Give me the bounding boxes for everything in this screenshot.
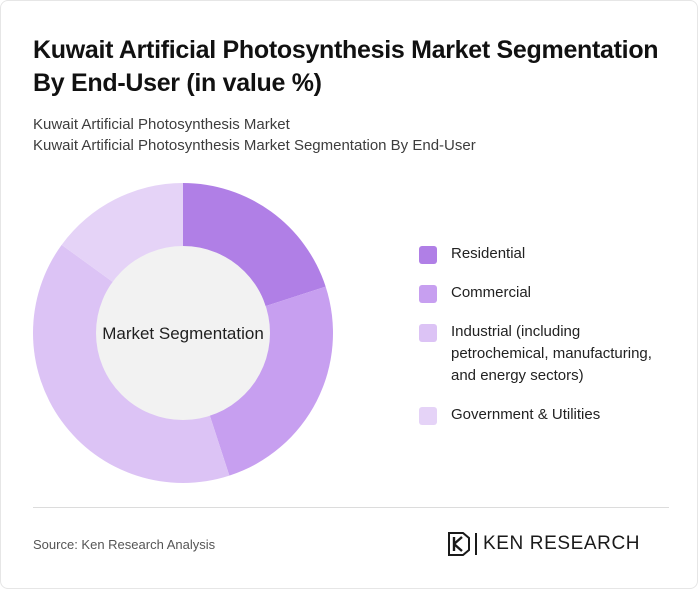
legend-label: Commercial: [451, 284, 532, 301]
legend-item: Government & Utilities: [419, 404, 679, 426]
legend-item: Industrial (including petrochemical, man…: [419, 321, 679, 387]
brand-logo: KEN RESEARCH: [448, 531, 640, 557]
donut-chart: Market Segmentation: [33, 183, 333, 484]
chart-legend: Residential Commercial Industrial (includi…: [419, 243, 679, 443]
legend-label: Residential: [451, 245, 526, 262]
legend-label: Government & Utilities: [451, 406, 601, 423]
donut-center: [96, 246, 270, 420]
legend-item: Residential: [419, 243, 679, 265]
legend-swatch: [419, 285, 437, 303]
subtitle-line-1: Kuwait Artificial Photosynthesis Market: [33, 116, 290, 133]
legend-item: Commercial: [419, 282, 679, 304]
legend-swatch: [419, 246, 437, 264]
source-text: Source: Ken Research Analysis: [33, 537, 216, 552]
center-label: Market Segmentation: [102, 324, 264, 343]
legend-swatch: [419, 407, 437, 425]
legend-swatch: [419, 324, 437, 342]
legend-label: Industrial (including petrochemical, man…: [451, 323, 652, 384]
brand-separator: [475, 533, 477, 555]
chart-subtitle: Kuwait Artificial Photosynthesis Market …: [33, 114, 673, 156]
brand-name: KEN RESEARCH: [483, 533, 641, 554]
chart-title: Kuwait Artificial Photosynthesis Market …: [33, 36, 659, 97]
ken-research-logo-icon: [448, 532, 470, 556]
subtitle-line-2: Kuwait Artificial Photosynthesis Market …: [33, 137, 476, 154]
footer-divider: [33, 507, 669, 508]
